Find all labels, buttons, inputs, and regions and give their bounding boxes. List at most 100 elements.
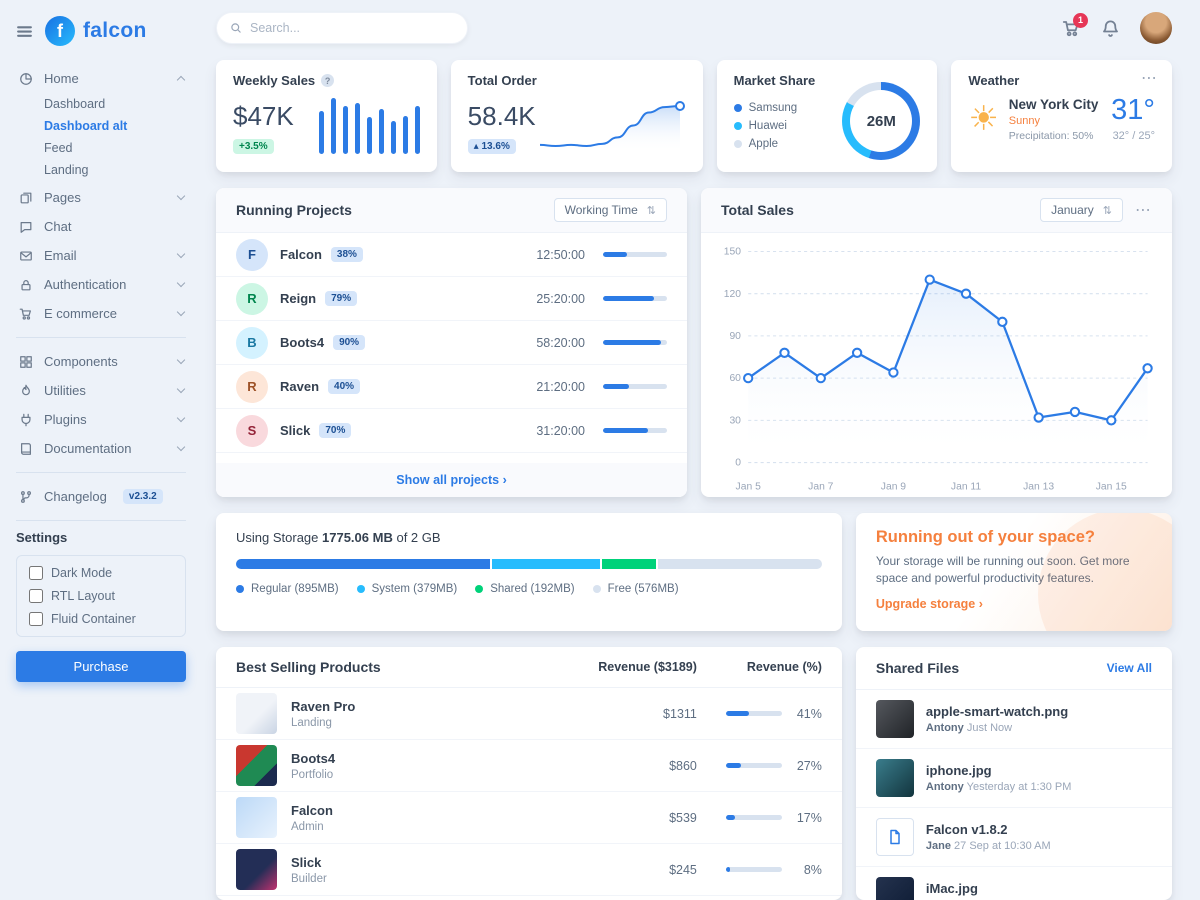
upgrade-storage-link[interactable]: Upgrade storage › bbox=[876, 597, 983, 611]
file-meta: Antony Just Now bbox=[926, 722, 1068, 734]
storage-legend: Regular (895MB) System (379MB) Shared (1… bbox=[236, 583, 822, 595]
weather-info: New York City Sunny Precipitation: 50% bbox=[1009, 97, 1101, 142]
product-name[interactable]: Raven Pro bbox=[291, 698, 356, 714]
project-progress-bar bbox=[603, 384, 667, 389]
fluid-container-toggle[interactable]: Fluid Container bbox=[29, 612, 173, 626]
purchase-button[interactable]: Purchase bbox=[16, 651, 186, 682]
weekly-sales-body: $47K +3.5% bbox=[233, 98, 420, 154]
sidebar-item-label: Utilities bbox=[44, 383, 86, 398]
sidebar-item-chat[interactable]: Chat bbox=[16, 212, 186, 241]
sidebar-item-dashboard[interactable]: Dashboard bbox=[44, 97, 106, 111]
fluid-container-checkbox[interactable] bbox=[29, 612, 43, 626]
project-name[interactable]: Reign bbox=[280, 291, 317, 306]
file-name[interactable]: Falcon v1.8.2 bbox=[925, 822, 1008, 837]
file-name[interactable]: iphone.jpg bbox=[925, 763, 992, 778]
sidebar-item-ecommerce[interactable]: E commerce bbox=[16, 299, 186, 328]
legend-dot bbox=[236, 585, 244, 593]
product-category[interactable]: Builder bbox=[291, 872, 327, 885]
product-category[interactable]: Landing bbox=[291, 716, 332, 729]
project-row: R Raven 40% 21:20:00 bbox=[216, 365, 687, 409]
weekly-sales-badge: +3.5% bbox=[233, 139, 274, 154]
file-name[interactable]: apple-smart-watch.png bbox=[925, 704, 1069, 719]
best-selling-card: Best Selling Products Revenue ($3189) Re… bbox=[216, 647, 842, 900]
sidebar-item-plugins[interactable]: Plugins bbox=[16, 405, 186, 434]
project-name[interactable]: Raven bbox=[280, 379, 320, 394]
select-value: Working Time bbox=[564, 203, 638, 217]
product-name[interactable]: Slick bbox=[291, 854, 322, 870]
view-all-link[interactable]: View All bbox=[1106, 661, 1152, 675]
dark-mode-checkbox[interactable] bbox=[29, 566, 43, 580]
sidebar-item-components[interactable]: Components bbox=[16, 347, 186, 376]
product-percent-cell: 41% bbox=[697, 707, 822, 721]
file-name[interactable]: iMac.jpg bbox=[925, 881, 978, 896]
rtl-layout-checkbox[interactable] bbox=[29, 589, 43, 603]
product-row: Raven Pro Landing $1311 41% bbox=[216, 688, 842, 740]
book-icon bbox=[18, 442, 34, 456]
sidebar-item-landing[interactable]: Landing bbox=[44, 163, 89, 177]
product-progress-bar bbox=[725, 867, 782, 872]
sidebar-item-label: Changelog bbox=[44, 489, 107, 504]
plug-icon bbox=[18, 413, 34, 427]
weather-city: New York City bbox=[1008, 96, 1099, 112]
brand-logo[interactable]: f falcon bbox=[45, 16, 147, 46]
sidebar-item-changelog[interactable]: Changelog v2.3.2 bbox=[16, 482, 186, 511]
legend-item: Regular (895MB) bbox=[236, 583, 339, 595]
product-revenue: $245 bbox=[669, 862, 697, 877]
shared-files-header: Shared Files View All bbox=[855, 647, 1172, 690]
card-title-row: Weekly Sales ? bbox=[233, 73, 420, 88]
product-category[interactable]: Portfolio bbox=[291, 768, 334, 781]
total-order-figures: 58.4K ▴ 13.6% bbox=[467, 101, 536, 154]
product-name[interactable]: Boots4 bbox=[291, 750, 336, 766]
sidebar-item-feed[interactable]: Feed bbox=[44, 141, 73, 155]
project-name[interactable]: Slick bbox=[280, 423, 311, 438]
storage-title-suffix: of 2 GB bbox=[396, 530, 441, 545]
legend-item: Huawei bbox=[733, 120, 798, 132]
fluid-container-label: Fluid Container bbox=[51, 612, 136, 626]
sidebar-divider bbox=[16, 472, 186, 473]
product-thumbnail bbox=[236, 797, 277, 838]
project-name[interactable]: Boots4 bbox=[280, 335, 325, 350]
sidebar-item-home[interactable]: Home bbox=[16, 64, 186, 93]
search-box[interactable] bbox=[216, 12, 468, 44]
user-avatar[interactable] bbox=[1140, 12, 1172, 44]
notifications-button[interactable] bbox=[1101, 19, 1120, 38]
sidebar-item-authentication[interactable]: Authentication bbox=[16, 270, 186, 299]
project-progress-badge: 40% bbox=[328, 379, 361, 394]
product-category[interactable]: Admin bbox=[291, 820, 324, 833]
hamburger-menu-icon[interactable] bbox=[16, 23, 33, 40]
project-name[interactable]: Falcon bbox=[280, 247, 322, 262]
sidebar-divider bbox=[16, 520, 186, 521]
more-menu-icon[interactable]: ⋯ bbox=[1141, 70, 1158, 87]
dark-mode-label: Dark Mode bbox=[51, 566, 113, 580]
product-name[interactable]: Falcon bbox=[291, 802, 333, 818]
dark-mode-toggle[interactable]: Dark Mode bbox=[29, 566, 173, 580]
stats-row: Weekly Sales ? $47K +3.5% Total Order bbox=[216, 60, 1172, 172]
file-user: Jane bbox=[925, 840, 951, 852]
total-order-badge-value: 13.6% bbox=[481, 141, 510, 152]
cart-button[interactable]: 1 bbox=[1062, 12, 1088, 38]
sidebar-item-label: Chat bbox=[44, 219, 72, 234]
weather-title: Weather bbox=[968, 73, 1020, 88]
project-avatar: B bbox=[236, 326, 268, 359]
product-percent-cell: 27% bbox=[697, 759, 822, 773]
sidebar-item-utilities[interactable]: Utilities bbox=[16, 376, 186, 405]
help-icon[interactable]: ? bbox=[321, 74, 335, 87]
working-time-select[interactable]: Working Time ⇅ bbox=[553, 198, 667, 222]
best-selling-title: Best Selling Products bbox=[236, 659, 381, 675]
more-menu-icon[interactable]: ⋯ bbox=[1135, 202, 1152, 219]
sidebar-item-dashboard-alt[interactable]: Dashboard alt bbox=[44, 119, 128, 133]
sidebar-item-documentation[interactable]: Documentation bbox=[16, 434, 186, 463]
month-select[interactable]: January ⇅ bbox=[1040, 198, 1123, 222]
search-input[interactable] bbox=[250, 21, 454, 35]
bell-icon bbox=[1103, 19, 1118, 37]
project-progress-bar bbox=[603, 340, 667, 345]
project-progress-badge: 90% bbox=[333, 335, 366, 350]
project-progress-bar bbox=[603, 252, 667, 257]
sidebar-item-email[interactable]: Email bbox=[16, 241, 186, 270]
product-percent: 17% bbox=[796, 810, 822, 825]
show-all-projects-link[interactable]: Show all projects › bbox=[396, 473, 506, 487]
rtl-layout-toggle[interactable]: RTL Layout bbox=[29, 589, 173, 603]
sidebar-item-pages[interactable]: Pages bbox=[16, 183, 186, 212]
file-info: iphone.jpg Antony Yesterday at 1:30 PM bbox=[926, 763, 1072, 793]
chevron-right-icon: › bbox=[502, 473, 507, 487]
